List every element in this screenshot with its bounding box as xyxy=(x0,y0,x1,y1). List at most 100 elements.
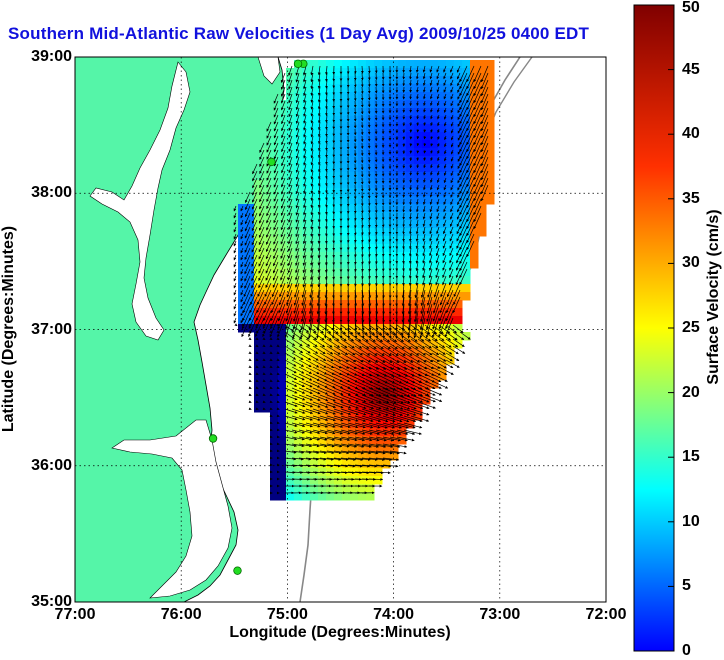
velocity-cell xyxy=(278,420,287,429)
velocity-cell xyxy=(366,220,375,229)
velocity-cell xyxy=(302,68,311,77)
x-axis-label: Longitude (Degrees:Minutes) xyxy=(229,624,450,642)
velocity-cell xyxy=(366,68,375,77)
y-tick-label: 35:00 xyxy=(31,593,72,611)
velocity-cell xyxy=(270,396,279,405)
velocity-cell xyxy=(366,476,375,485)
velocity-cell xyxy=(278,372,287,381)
velocity-cell xyxy=(326,484,335,493)
velocity-cell xyxy=(326,252,335,261)
velocity-cell xyxy=(270,340,279,349)
velocity-cell xyxy=(350,100,359,109)
velocity-cell xyxy=(342,188,351,197)
velocity-cell xyxy=(350,204,359,213)
velocity-cell xyxy=(302,116,311,125)
y-tick-label: 37:00 xyxy=(31,321,72,339)
velocity-cell xyxy=(278,396,287,405)
velocity-cell xyxy=(342,276,351,285)
velocity-cell xyxy=(374,292,383,301)
velocity-cell xyxy=(302,172,311,181)
velocity-cell xyxy=(398,292,407,301)
velocity-cell xyxy=(350,236,359,245)
y-tick-label: 39:00 xyxy=(31,48,72,66)
velocity-cell xyxy=(342,92,351,101)
velocity-cell xyxy=(342,116,351,125)
velocity-cell xyxy=(302,260,311,269)
velocity-cell xyxy=(270,452,279,461)
velocity-cell xyxy=(350,132,359,141)
velocity-cell xyxy=(270,300,279,309)
velocity-cell xyxy=(486,132,495,141)
velocity-cell xyxy=(422,252,431,261)
velocity-cell xyxy=(470,244,479,253)
velocity-cell xyxy=(350,300,359,309)
velocity-cell xyxy=(278,452,287,461)
velocity-cell xyxy=(398,60,407,69)
velocity-cell xyxy=(366,236,375,245)
velocity-cell xyxy=(374,124,383,133)
velocity-cell xyxy=(366,244,375,253)
colorbar-tick-label: 25 xyxy=(682,319,700,337)
velocity-cell xyxy=(374,308,383,317)
velocity-cell xyxy=(414,180,423,189)
velocity-cell xyxy=(478,60,487,69)
velocity-cell xyxy=(350,220,359,229)
velocity-cell xyxy=(310,476,319,485)
velocity-cell xyxy=(414,228,423,237)
velocity-cell xyxy=(422,196,431,205)
velocity-cell xyxy=(446,116,455,125)
velocity-cell xyxy=(310,148,319,157)
velocity-cell xyxy=(302,124,311,133)
velocity-cell xyxy=(414,140,423,149)
velocity-cell xyxy=(318,60,327,69)
velocity-cell xyxy=(302,204,311,213)
velocity-cell xyxy=(414,236,423,245)
velocity-cell xyxy=(366,460,375,469)
velocity-cell xyxy=(342,132,351,141)
velocity-cell xyxy=(406,180,415,189)
velocity-cell xyxy=(446,92,455,101)
velocity-cell xyxy=(302,284,311,293)
velocity-cell xyxy=(398,180,407,189)
velocity-cell xyxy=(310,68,319,77)
velocity-cell xyxy=(398,108,407,117)
velocity-cell xyxy=(326,172,335,181)
velocity-cell xyxy=(366,268,375,277)
velocity-cell xyxy=(366,196,375,205)
velocity-cell xyxy=(310,116,319,125)
velocity-cell xyxy=(326,364,335,373)
velocity-cell xyxy=(310,180,319,189)
velocity-cell xyxy=(374,68,383,77)
velocity-cell xyxy=(422,220,431,229)
velocity-cell xyxy=(326,60,335,69)
velocity-cell xyxy=(366,180,375,189)
velocity-cell xyxy=(422,60,431,69)
velocity-cell xyxy=(446,180,455,189)
velocity-cell xyxy=(278,228,287,237)
velocity-cell xyxy=(350,196,359,205)
velocity-cell xyxy=(446,140,455,149)
velocity-cell xyxy=(350,92,359,101)
velocity-cell xyxy=(326,228,335,237)
velocity-cell xyxy=(478,204,487,213)
velocity-cell xyxy=(278,364,287,373)
velocity-cell xyxy=(326,260,335,269)
velocity-cell xyxy=(366,108,375,117)
velocity-cell xyxy=(310,484,319,493)
velocity-cell xyxy=(326,140,335,149)
velocity-cell xyxy=(342,68,351,77)
velocity-cell xyxy=(254,364,263,373)
velocity-cell xyxy=(398,220,407,229)
velocity-cell xyxy=(342,316,351,325)
velocity-cell xyxy=(342,124,351,133)
velocity-cell xyxy=(462,284,471,293)
velocity-cell xyxy=(262,372,271,381)
velocity-cell xyxy=(342,148,351,157)
velocity-cell xyxy=(366,228,375,237)
colorbar-tick-label: 40 xyxy=(682,125,700,143)
y-axis-label: Latitude (Degrees:Minutes) xyxy=(0,226,18,432)
velocity-cell xyxy=(366,164,375,173)
velocity-cell xyxy=(406,164,415,173)
velocity-cell xyxy=(366,140,375,149)
velocity-cell xyxy=(398,260,407,269)
